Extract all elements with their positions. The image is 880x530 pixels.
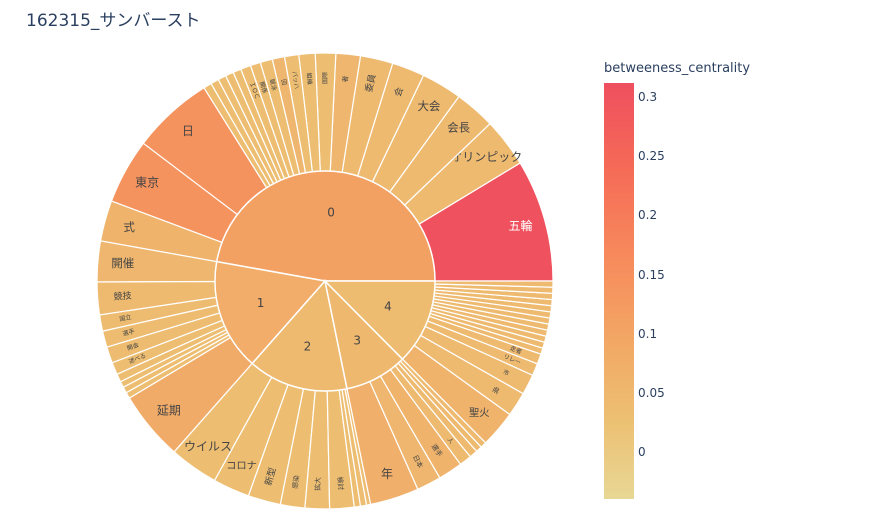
- sunburst-outer-label: オリンピック: [450, 150, 522, 164]
- sunburst-outer-label: 五輪: [509, 218, 533, 233]
- sunburst-inner-label: 0: [327, 206, 335, 220]
- colorbar-title: betweeness_centrality: [604, 61, 751, 76]
- colorbar-tick: 0.1: [638, 327, 658, 341]
- chart-title: 162315_サンバースト: [26, 11, 201, 31]
- sunburst-outer-label: 聖火: [469, 407, 490, 419]
- colorbar-tick: 0.15: [638, 268, 665, 282]
- sunburst-outer-label: 者: [341, 75, 350, 83]
- colorbar-tick: 0: [638, 445, 646, 459]
- sunburst-outer-label: コロナ: [226, 460, 257, 472]
- sunburst-outer-label: 関係: [258, 81, 269, 95]
- sunburst-outer-label: 国立: [119, 313, 132, 323]
- sunburst-outer-label: 人: [446, 436, 455, 445]
- colorbar-tick: 0.05: [638, 386, 665, 400]
- sunburst-outer-label: 延期: [157, 403, 181, 417]
- sunburst-inner-label: 2: [304, 339, 312, 353]
- sunburst-outer-label: 選手: [122, 327, 136, 338]
- colorbar-tick: 0.2: [638, 208, 658, 222]
- colorbar-tick: 0.3: [638, 90, 658, 104]
- sunburst-inner-label: 3: [353, 334, 361, 348]
- sunburst-inner-label: 4: [384, 300, 392, 314]
- sunburst-outer-label: 会長: [447, 121, 470, 135]
- sunburst-outer-label: 県: [491, 386, 501, 397]
- sunburst-outer-label: 年: [381, 467, 393, 481]
- sunburst-inner-segment[interactable]: [323, 280, 436, 361]
- colorbar: [604, 83, 634, 499]
- sunburst-outer-label: 感染: [290, 474, 301, 489]
- sunburst-outer-label: 市: [502, 368, 511, 378]
- sunburst-outer-label: バッハ: [290, 71, 300, 90]
- sunburst-outer-label: 開催: [111, 256, 134, 270]
- sunburst-outer-label: 開会: [126, 341, 140, 352]
- sunburst-outer-label: 検討: [336, 476, 346, 490]
- sunburst-outer-label: 競技: [113, 289, 132, 302]
- sunburst-outer-label: 国際: [321, 72, 329, 84]
- sunburst-inner-segment[interactable]: [215, 170, 436, 282]
- sunburst-outer-label: ウイルス: [184, 439, 232, 453]
- sunburst-outer-label: 会: [391, 85, 406, 98]
- sunburst-outer-label: 競泳: [268, 78, 279, 92]
- sunburst-outer-label: 組織: [305, 72, 314, 85]
- sunburst-chart[interactable]: 五輪オリンピック会長大会会委員者国際組織バッハ回競泳関係ＩＯＣ日東京式開催競技国…: [0, 0, 600, 530]
- sunburst-outer-label: 式: [124, 220, 136, 234]
- sunburst-outer-label: 回: [279, 79, 287, 86]
- sunburst-outer-label: 拡大: [313, 477, 322, 491]
- sunburst-outer-label: 日: [182, 124, 194, 138]
- sunburst-inner-segment[interactable]: [214, 260, 327, 365]
- sunburst-inner-label: 1: [257, 296, 265, 310]
- sunburst-outer-label: 走者: [509, 344, 523, 356]
- sunburst-inner-segment[interactable]: [251, 279, 348, 392]
- sunburst-outer-label: 東京: [135, 176, 159, 190]
- colorbar-tick: 0.25: [638, 149, 665, 163]
- sunburst-outer-label: 大会: [417, 99, 440, 113]
